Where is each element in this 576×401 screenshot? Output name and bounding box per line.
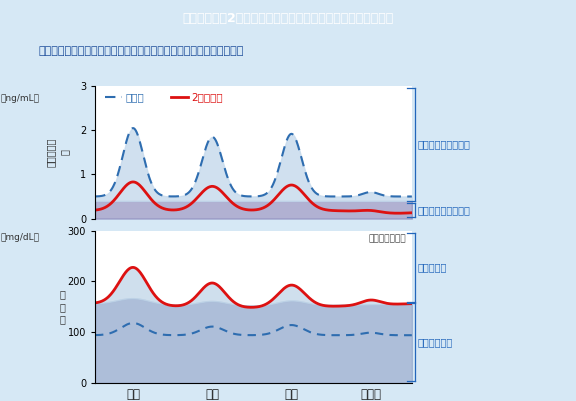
Text: 血
糖
値: 血 糖 値 — [59, 290, 65, 324]
Text: 基礎インスリン分泌量が少なくなると、空腹時血糖値が高くなります: 基礎インスリン分泌量が少なくなると、空腹時血糖値が高くなります — [39, 46, 244, 56]
Text: 追加インスリン分泌: 追加インスリン分泌 — [418, 140, 471, 150]
Text: 健常人: 健常人 — [125, 92, 144, 102]
Text: 健常人および2型糖尿病における血糖値とインスリン分泌動態: 健常人および2型糖尿病における血糖値とインスリン分泌動態 — [183, 12, 393, 24]
Text: （イメージ図）: （イメージ図） — [369, 235, 406, 243]
Text: 空腹時高血糖: 空腹時高血糖 — [418, 337, 453, 347]
Text: 基礎インスリン分泌: 基礎インスリン分泌 — [418, 205, 471, 215]
Text: （ng/mL）: （ng/mL） — [1, 94, 40, 103]
Text: 食後高血糖: 食後高血糖 — [418, 262, 447, 272]
Text: インスリン
値: インスリン 値 — [46, 138, 69, 167]
Text: 2型糖尿病: 2型糖尿病 — [192, 92, 223, 102]
Text: （mg/dL）: （mg/dL） — [1, 233, 40, 241]
